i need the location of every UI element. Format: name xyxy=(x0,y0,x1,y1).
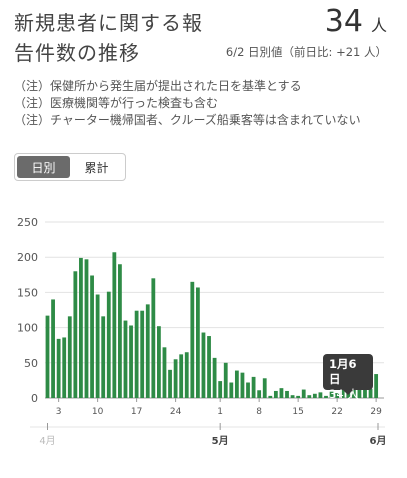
x-tick-label: 10 xyxy=(92,407,104,417)
bar xyxy=(273,390,278,398)
note-item: （注）医療機関等が行った検査も含む xyxy=(14,96,219,110)
x-tick-label: 17 xyxy=(131,407,142,417)
bar xyxy=(374,374,379,398)
bar xyxy=(301,389,306,398)
bar xyxy=(363,388,367,398)
y-tick-label: 250 xyxy=(17,216,38,229)
bar xyxy=(56,338,61,398)
y-tick-label: 100 xyxy=(17,322,38,335)
x-tick-label: 8 xyxy=(256,407,262,417)
bar xyxy=(318,392,323,398)
x-tick-label: 29 xyxy=(370,407,382,417)
x-tick-label: 3 xyxy=(56,407,62,417)
bar xyxy=(151,278,156,398)
latest-value-number: 34 xyxy=(324,4,363,39)
latest-value: 34 人 xyxy=(325,4,387,39)
daily-cases-chart: 0 50 100 150 200 250 3 10 17 24 1 8 15 22 29 4月 5月 6月 xyxy=(17,216,387,447)
title-line-2: 告件数の推移 xyxy=(14,41,140,65)
bar xyxy=(145,304,150,398)
x-tick-label: 24 xyxy=(170,407,182,417)
chart-tooltip: 1月6日 34 人 xyxy=(323,354,373,401)
bar xyxy=(173,359,178,398)
bar xyxy=(123,320,128,398)
bar xyxy=(112,252,117,398)
bar xyxy=(279,388,284,398)
bar xyxy=(195,287,200,398)
bar xyxy=(134,310,139,398)
month-label: 6月 xyxy=(370,435,387,447)
y-tick-label: 200 xyxy=(17,251,38,264)
month-label: 5月 xyxy=(212,435,229,447)
bar xyxy=(251,376,256,398)
bar xyxy=(73,271,78,398)
bar xyxy=(285,390,289,398)
bar xyxy=(246,382,250,398)
bar xyxy=(190,281,195,398)
bar xyxy=(329,391,334,398)
bar xyxy=(268,395,273,398)
bar xyxy=(84,259,89,398)
tab-cumulative[interactable]: 累計 xyxy=(84,160,109,175)
bar xyxy=(240,372,245,398)
tab-daily[interactable]: 日別 xyxy=(17,156,70,178)
bar xyxy=(51,299,55,398)
bar xyxy=(218,381,223,398)
x-tick-label: 1 xyxy=(217,407,223,417)
bar xyxy=(118,264,122,398)
tooltip-arrow xyxy=(343,390,353,395)
bar xyxy=(223,362,228,398)
bar xyxy=(62,337,67,398)
bar xyxy=(229,382,234,398)
bar xyxy=(162,347,167,398)
bar xyxy=(157,326,161,398)
y-tick-label: 50 xyxy=(24,357,38,370)
bar xyxy=(296,395,301,398)
bar xyxy=(140,310,145,398)
bar xyxy=(184,352,189,398)
daily-change-text: 6/2 日別値（前日比: +21 人） xyxy=(225,45,387,59)
bar xyxy=(45,315,50,398)
note-item: （注）保健所から発生届が提出された日を基準とする xyxy=(14,79,302,93)
bar xyxy=(90,275,94,398)
notes-list: （注）保健所から発生届が提出された日を基準とする （注）医療機関等が行った検査も… xyxy=(14,78,361,129)
bar xyxy=(179,354,184,398)
bar xyxy=(207,336,211,398)
tooltip-date: 1月6日 xyxy=(329,357,357,386)
latest-value-unit: 人 xyxy=(370,16,387,35)
bar xyxy=(101,316,106,398)
bar xyxy=(234,370,239,398)
note-item: （注）チャーター機帰国者、クルーズ船乗客等は含まれていない xyxy=(14,113,361,127)
y-tick-label: 0 xyxy=(31,392,38,405)
month-label: 4月 xyxy=(39,435,55,447)
bar xyxy=(212,357,217,398)
bar xyxy=(79,257,83,398)
bar xyxy=(201,332,206,398)
bar xyxy=(351,388,356,398)
view-toggle: 日別 累計 xyxy=(14,153,126,181)
y-tick-label: 150 xyxy=(17,286,38,299)
bar xyxy=(106,291,111,398)
bar xyxy=(168,369,172,398)
bar xyxy=(67,316,72,398)
page-title: 新規患者に関する報 告件数の推移 xyxy=(14,8,214,68)
bar xyxy=(129,325,133,398)
title-line-1: 新規患者に関する報 xyxy=(14,11,203,35)
bar xyxy=(95,294,100,398)
bar xyxy=(340,389,345,398)
x-tick-label: 22 xyxy=(331,407,342,417)
bar xyxy=(307,395,312,398)
bar xyxy=(257,390,262,398)
bar xyxy=(335,393,340,398)
bar xyxy=(312,393,317,398)
bar xyxy=(368,388,373,398)
bar xyxy=(262,378,267,398)
x-tick-label: 15 xyxy=(292,407,303,417)
bar xyxy=(357,387,362,398)
bar xyxy=(324,395,328,398)
bar xyxy=(290,395,295,398)
